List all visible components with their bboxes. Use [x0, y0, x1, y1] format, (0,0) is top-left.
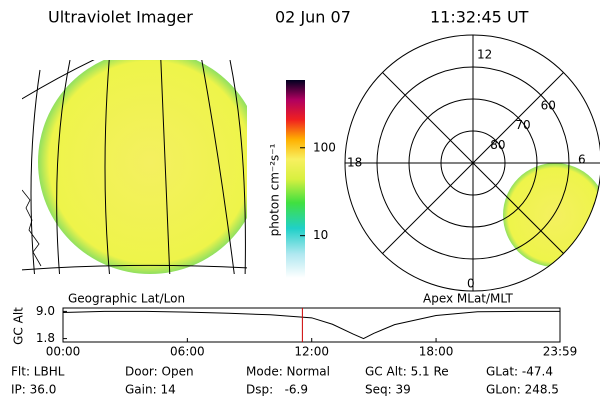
mlt-label: 18: [347, 156, 362, 170]
plot-frame: [62, 307, 561, 343]
map-label: Geographic Lat/Lon: [68, 292, 185, 306]
time: 11:32:45 UT: [430, 8, 529, 27]
colorbar-label: photon cm⁻²s⁻¹: [268, 143, 282, 236]
polar-grid: [344, 34, 600, 292]
y-tick-label: 9.0: [36, 304, 55, 318]
x-tick-label: 06:00: [170, 345, 205, 359]
y-tick-label: 1.8: [36, 331, 55, 345]
polar-label: Apex MLat/MLT: [423, 292, 513, 306]
footer-item: Door: Open: [125, 365, 194, 379]
mlt-label: 0: [467, 277, 475, 291]
footer-item: GLat: -47.4: [486, 365, 553, 379]
polar-image: [503, 163, 600, 267]
footer-item: IP: 36.0: [11, 383, 56, 397]
geo-map: [22, 60, 247, 274]
colorbar-tick-label: 10: [313, 228, 328, 242]
map-grid: [22, 60, 247, 274]
footer-item: Dsp: -6.9: [246, 383, 308, 397]
y-axis-label: GC Alt: [12, 307, 26, 345]
colorbar-tick-label: 100: [313, 140, 336, 154]
mlt-label: 12: [477, 48, 492, 62]
polar-ring: [376, 66, 570, 260]
title: Ultraviolet Imager: [48, 8, 193, 27]
polar-ring: [344, 34, 600, 292]
lat-label: 70: [515, 118, 530, 132]
x-tick-label: 00:00: [46, 345, 81, 359]
date: 02 Jun 07: [275, 8, 351, 27]
footer-item: Flt: LBHL: [11, 365, 65, 379]
lat-label: 60: [541, 98, 556, 112]
footer-item: Mode: Normal: [246, 365, 330, 379]
x-tick-label: 23:59: [543, 345, 578, 359]
lat-label: 80: [490, 138, 505, 152]
mlt-label: 6: [578, 153, 586, 167]
footer-item: GLon: 248.5: [486, 383, 559, 397]
polar-ring: [440, 130, 506, 196]
x-tick-label: 12:00: [294, 345, 329, 359]
x-tick-label: 18:00: [419, 345, 454, 359]
footer-item: GC Alt: 5.1 Re: [365, 365, 449, 379]
polar-ring: [408, 98, 538, 228]
earth-disk: [38, 60, 247, 274]
alt-line: [62, 310, 560, 340]
colorbar: [286, 80, 305, 278]
footer-item: Seq: 39: [365, 383, 411, 397]
footer-item: Gain: 14: [125, 383, 176, 397]
